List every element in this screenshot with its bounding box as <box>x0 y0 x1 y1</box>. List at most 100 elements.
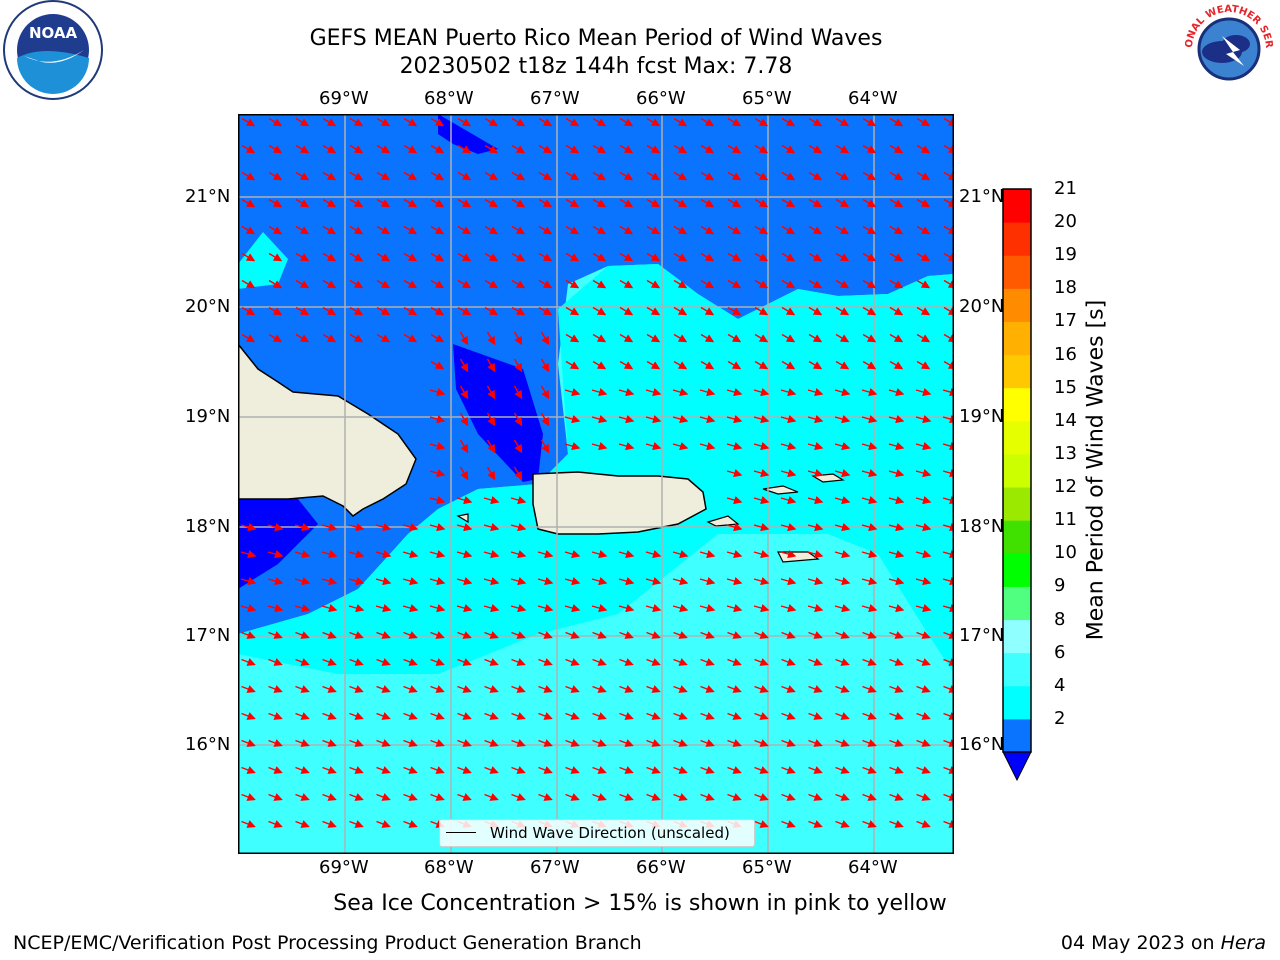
colorbar-tick-label: 9 <box>1054 575 1066 597</box>
wind-wave-arrow <box>240 523 257 532</box>
wind-wave-arrow <box>835 658 850 666</box>
wind-wave-arrow <box>591 550 608 559</box>
wind-wave-arrow <box>619 225 634 235</box>
wind-wave-arrow <box>943 360 954 370</box>
wind-wave-arrow <box>889 793 904 801</box>
noaa-logo-text: NOAA <box>29 24 78 42</box>
wind-wave-arrow <box>672 550 689 559</box>
wind-wave-arrow <box>484 631 499 639</box>
wind-wave-arrow <box>673 117 688 127</box>
wind-wave-arrow <box>808 360 823 370</box>
wind-wave-arrow <box>889 631 904 639</box>
wind-wave-arrow <box>862 225 877 235</box>
wind-wave-arrow <box>861 415 878 424</box>
wind-wave-arrow <box>646 766 661 774</box>
wind-wave-arrow <box>538 712 553 720</box>
wind-wave-arrow <box>943 739 954 747</box>
wind-wave-arrow <box>564 550 581 559</box>
wind-wave-arrow <box>780 496 797 505</box>
wind-wave-arrow <box>268 198 283 208</box>
wind-wave-arrow <box>916 739 931 747</box>
wind-wave-arrow <box>862 631 877 639</box>
wind-wave-arrow <box>700 117 715 127</box>
wind-wave-arrow <box>403 739 418 747</box>
wind-wave-arrow <box>565 306 580 316</box>
wind-wave-arrow <box>349 252 364 262</box>
wind-wave-arrow <box>592 144 607 154</box>
wind-wave-arrow <box>754 144 769 154</box>
wind-wave-arrow <box>673 631 688 639</box>
wind-wave-arrow <box>513 331 523 346</box>
wind-wave-arrow <box>376 685 391 693</box>
wind-wave-arrow <box>295 306 310 316</box>
wind-wave-arrow <box>808 198 823 208</box>
wind-wave-arrow <box>511 685 526 693</box>
wind-wave-arrow <box>268 712 283 720</box>
wind-wave-arrow <box>429 442 446 451</box>
colorbar-segment <box>1003 222 1031 256</box>
wind-wave-arrow <box>565 198 580 208</box>
wind-wave-arrow <box>348 604 365 613</box>
wind-wave-arrow <box>835 306 850 316</box>
wind-wave-arrow <box>942 388 954 397</box>
lat-label-left: 17°N <box>185 625 231 646</box>
wind-wave-arrow <box>295 739 310 747</box>
wind-wave-arrow <box>754 198 769 208</box>
hispaniola-land <box>238 342 417 517</box>
map-panel <box>238 114 954 854</box>
colorbar-tick-label: 18 <box>1054 277 1077 299</box>
wind-wave-arrow <box>618 442 635 451</box>
wind-wave-arrow <box>862 333 877 343</box>
wind-wave-arrow <box>646 117 661 127</box>
wind-wave-arrow <box>241 712 256 720</box>
wind-wave-arrow <box>835 712 850 720</box>
wind-wave-arrow <box>457 685 472 693</box>
wind-wave-arrow <box>808 144 823 154</box>
wind-wave-arrow <box>268 225 283 235</box>
wind-wave-arrow <box>700 252 715 262</box>
wind-wave-arrow <box>942 577 954 586</box>
wind-wave-arrow <box>295 766 310 774</box>
wind-wave-arrow <box>673 333 688 343</box>
wind-wave-arrow <box>241 279 256 289</box>
wind-wave-arrow <box>646 739 661 747</box>
wind-wave-arrow <box>511 117 526 127</box>
wind-wave-arrow <box>726 496 743 505</box>
wind-wave-arrow <box>916 658 931 666</box>
wind-wave-arrow <box>943 712 954 720</box>
wind-wave-arrow <box>808 685 823 693</box>
wind-wave-arrow <box>808 739 823 747</box>
wind-wave-arrow <box>322 793 337 801</box>
wind-wave-arrow <box>645 604 662 613</box>
wind-wave-arrow <box>699 442 716 451</box>
wind-wave-arrow <box>619 117 634 127</box>
wind-wave-arrow <box>646 279 661 289</box>
wind-wave-arrow <box>807 496 824 505</box>
wind-wave-arrow <box>349 225 364 235</box>
wind-wave-arrow <box>349 198 364 208</box>
wind-wave-arrow <box>699 577 716 586</box>
wind-wave-arrow <box>943 171 954 181</box>
wind-wave-arrow <box>538 631 553 639</box>
wind-wave-arrow <box>322 144 337 154</box>
wind-wave-arrow <box>916 144 931 154</box>
wind-wave-arrow <box>942 469 954 478</box>
wind-wave-arrow <box>241 766 256 774</box>
wind-wave-arrow <box>486 466 496 481</box>
wind-wave-arrow <box>430 766 445 774</box>
wind-wave-arrow <box>619 333 634 343</box>
map-legend: Wind Wave Direction (unscaled) <box>439 819 755 847</box>
contour-2-4 <box>238 114 954 634</box>
wind-wave-arrow <box>429 496 446 505</box>
wind-wave-arrow <box>619 171 634 181</box>
wind-wave-arrow <box>322 685 337 693</box>
wind-wave-arrow <box>513 439 523 454</box>
wind-wave-arrow <box>672 604 689 613</box>
footer-host: Hera <box>1220 932 1266 954</box>
wind-wave-arrow <box>322 117 337 127</box>
wind-wave-arrow <box>916 766 931 774</box>
wind-wave-arrow <box>916 198 931 208</box>
wind-wave-arrow <box>592 766 607 774</box>
wind-wave-arrow <box>780 523 797 532</box>
wind-wave-arrow <box>540 385 550 400</box>
